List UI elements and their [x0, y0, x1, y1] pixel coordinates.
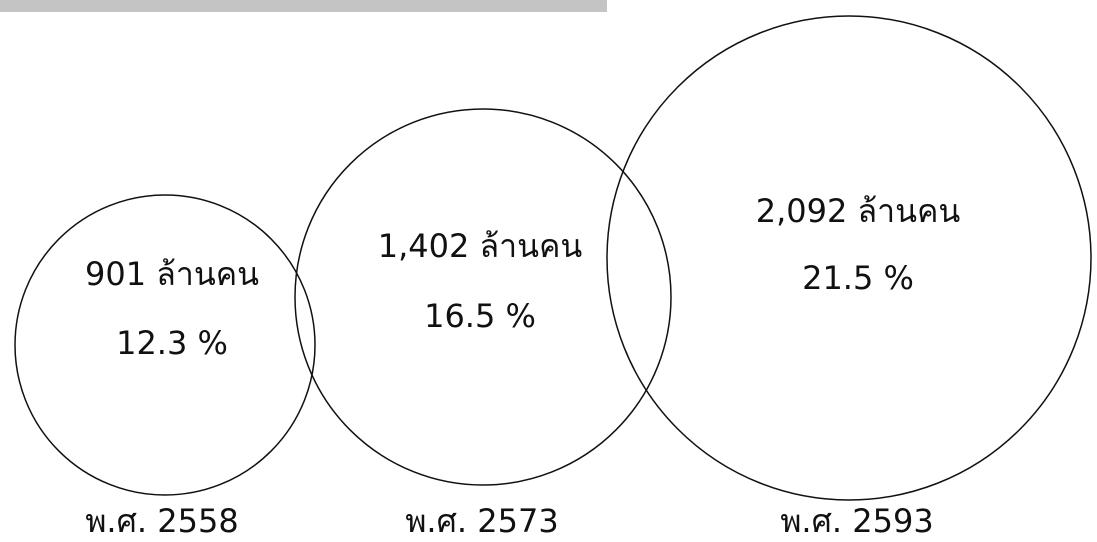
amount-label: 901 ล้านคน: [85, 255, 259, 293]
diagram: 901 ล้านคน 12.3 % พ.ศ. 2558 1,402 ล้านคน…: [0, 0, 1097, 542]
year-label: พ.ศ. 2573: [405, 502, 558, 540]
year-label: พ.ศ. 2558: [85, 502, 238, 540]
percent-label: 12.3 %: [116, 324, 228, 362]
amount-label: 2,092 ล้านคน: [756, 192, 961, 230]
amount-label: 1,402 ล้านคน: [378, 227, 583, 265]
percent-label: 21.5 %: [802, 259, 914, 297]
percent-label: 16.5 %: [424, 297, 536, 335]
year-label: พ.ศ. 2593: [780, 502, 933, 540]
header-bar: [0, 0, 607, 12]
circle: [607, 16, 1091, 500]
